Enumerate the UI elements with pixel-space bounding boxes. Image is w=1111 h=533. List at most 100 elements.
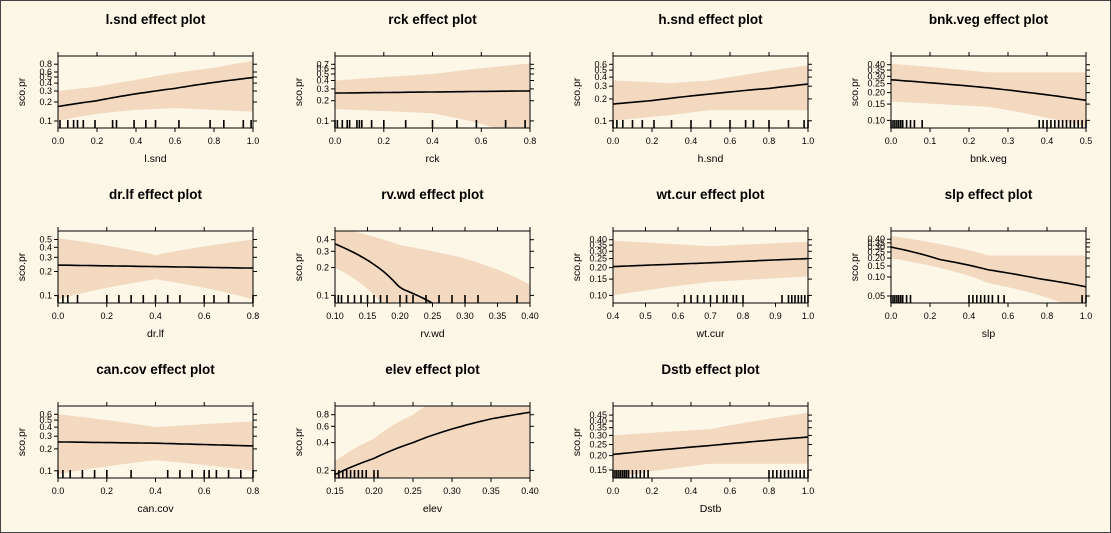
- y-tick-label: 0.5: [316, 69, 329, 79]
- fit-line: [58, 441, 253, 447]
- y-tick-label: 0.4: [39, 78, 52, 88]
- x-axis-label: rv.wd: [420, 328, 444, 340]
- fit-line: [891, 246, 1086, 288]
- x-tick-label: 0.25: [424, 311, 442, 321]
- y-axis-label: sco.pr: [293, 77, 305, 106]
- plot-title: elev effect plot: [385, 362, 480, 377]
- y-axis-label: sco.pr: [16, 252, 28, 281]
- x-tick-label: 0.10: [326, 311, 344, 321]
- y-tick-label: 0.1: [316, 116, 329, 126]
- x-axis-label: bnk.veg: [970, 153, 1007, 165]
- y-axis-label: sco.pr: [849, 77, 861, 106]
- y-tick-label: 0.20: [589, 451, 607, 461]
- y-tick-label: 0.40: [867, 60, 885, 70]
- y-tick-label: 0.3: [594, 81, 607, 91]
- y-tick-label: 0.2: [594, 94, 607, 104]
- x-tick-label: 0.2: [91, 136, 104, 146]
- x-tick-label: 0.6: [169, 136, 182, 146]
- plot-title: h.snd effect plot: [658, 12, 763, 27]
- fit-line: [58, 264, 253, 269]
- y-tick-label: 0.35: [589, 240, 607, 250]
- x-tick-label: 0.8: [247, 311, 260, 321]
- x-tick-label: 0.2: [646, 136, 659, 146]
- x-tick-label: 0.0: [52, 136, 65, 146]
- y-tick-label: 0.3: [39, 86, 52, 96]
- plot-title: bnk.veg effect plot: [929, 12, 1049, 27]
- y-tick-label: 0.4: [316, 76, 329, 86]
- plot-title: Dstb effect plot: [661, 362, 760, 377]
- x-tick-label: 0.6: [724, 136, 737, 146]
- y-tick-label: 0.4: [39, 242, 52, 252]
- y-tick-label: 0.15: [867, 99, 885, 109]
- x-tick-label: 0.6: [475, 136, 488, 146]
- x-tick-label: 0.4: [607, 311, 620, 321]
- y-axis-label: sco.pr: [571, 252, 583, 281]
- x-tick-label: 0.1: [924, 136, 937, 146]
- y-tick-label: 0.25: [589, 440, 607, 450]
- effect-plot: 0.0 0.2 0.4 0.6 0.8 1.00.150.200.250.300.350.…: [571, 362, 814, 515]
- confidence-band: [58, 414, 253, 475]
- x-tick-label: 0.4: [130, 136, 143, 146]
- y-axis-label: sco.pr: [16, 427, 28, 456]
- x-tick-label: 0.20: [391, 311, 409, 321]
- x-tick-label: 0.40: [521, 311, 539, 321]
- x-tick-label: 0.7: [704, 311, 717, 321]
- x-tick-label: 0.2: [101, 311, 114, 321]
- x-tick-label: 1.0: [247, 136, 260, 146]
- y-tick-label: 0.4: [594, 72, 607, 82]
- y-tick-label: 0.30: [867, 71, 885, 81]
- y-tick-label: 0.1: [316, 290, 329, 300]
- effect-plot: 0.10 0.15 0.20 0.25 0.30 0.35 0.40 0.1 0.2 0.30.4…: [293, 187, 539, 340]
- y-tick-label: 0.8: [39, 59, 52, 69]
- fit-line: [335, 411, 530, 476]
- x-tick-label: 0.40: [521, 486, 539, 496]
- x-tick-label: 0.4: [685, 136, 698, 146]
- y-tick-label: 0.25: [867, 247, 885, 257]
- x-tick-label: 0.0: [607, 486, 620, 496]
- x-tick-label: 0.9: [769, 311, 782, 321]
- x-axis-label: slp: [982, 328, 996, 340]
- y-tick-label: 0.5: [39, 235, 52, 245]
- y-tick-label: 0.2: [316, 96, 329, 106]
- effect-plot: 0.15 0.20 0.25 0.30 0.35 0.40 0.2 0.4 0.60.8 elev…: [293, 362, 539, 515]
- y-tick-label: 0.5: [39, 72, 52, 82]
- x-tick-label: 0.8: [208, 136, 221, 146]
- y-tick-label: 0.6: [316, 421, 329, 431]
- x-tick-label: 0.2: [101, 486, 114, 496]
- y-tick-label: 0.1: [39, 466, 52, 476]
- x-tick-label: 0.0: [607, 136, 620, 146]
- plot-title: can.cov effect plot: [96, 362, 215, 377]
- plot-title: wt.cur effect plot: [655, 187, 765, 202]
- y-axis-label: sco.pr: [293, 252, 305, 281]
- y-axis-label: sco.pr: [849, 252, 861, 281]
- x-axis-label: elev: [423, 503, 443, 515]
- fit-line: [613, 83, 808, 105]
- y-tick-label: 0.10: [867, 115, 885, 125]
- x-axis-label: h.snd: [698, 153, 724, 165]
- x-tick-label: 1.0: [802, 311, 815, 321]
- y-tick-label: 0.3: [316, 246, 329, 256]
- y-tick-label: 0.10: [589, 290, 607, 300]
- y-tick-label: 0.1: [594, 116, 607, 126]
- x-tick-label: 0.5: [1080, 136, 1093, 146]
- x-tick-label: 0.25: [404, 486, 422, 496]
- x-tick-label: 0.4: [149, 486, 162, 496]
- x-tick-label: 0.8: [1041, 311, 1054, 321]
- x-axis-label: dr.lf: [147, 328, 164, 340]
- plot-box: [612, 405, 809, 479]
- fit-line: [335, 90, 530, 94]
- x-tick-label: 0.35: [489, 311, 507, 321]
- effect-plot: 0.0 0.2 0.4 0.6 0.8 1.00.10.20.30.40.50.6h.sn…: [571, 12, 814, 165]
- x-axis-label: l.snd: [144, 153, 166, 165]
- x-tick-label: 0.35: [482, 486, 500, 496]
- y-tick-label: 0.4: [316, 235, 329, 245]
- y-tick-label: 0.4: [39, 422, 52, 432]
- x-tick-label: 0.30: [443, 486, 461, 496]
- x-tick-label: 0.4: [963, 311, 976, 321]
- y-tick-label: 0.15: [867, 261, 885, 271]
- x-tick-label: 0.30: [456, 311, 474, 321]
- y-tick-label: 0.40: [589, 416, 607, 426]
- x-tick-label: 1.0: [802, 136, 815, 146]
- x-tick-label: 0.8: [763, 486, 776, 496]
